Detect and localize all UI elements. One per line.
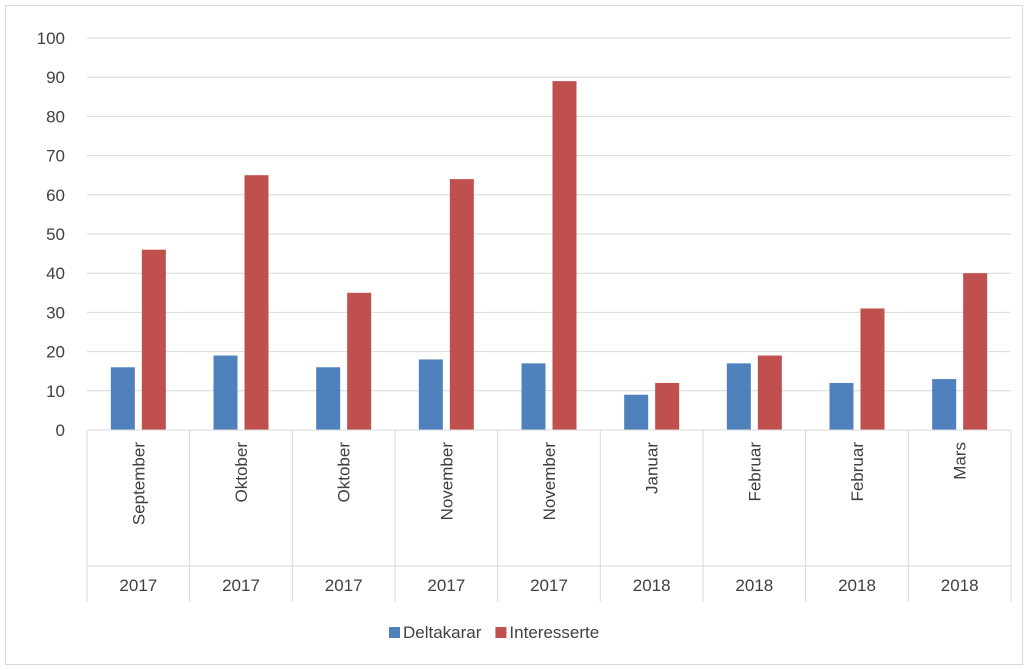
bar-interesserte [347, 292, 372, 430]
y-axis: 0 10 20 30 40 50 60 70 80 90 100 [37, 29, 65, 440]
y-tick-label: 100 [37, 29, 65, 48]
x-tick-label-month: Oktober [232, 442, 251, 503]
x-tick-label-month: Januar [643, 442, 662, 494]
y-tick-label: 30 [46, 303, 65, 322]
x-tick-label-month: November [437, 442, 456, 521]
bar-interesserte [963, 273, 988, 430]
x-tick-label-month: September [129, 442, 148, 525]
y-tick-label: 50 [46, 225, 65, 244]
x-tick-label-year: 2018 [838, 576, 876, 595]
y-tick-label: 10 [46, 382, 65, 401]
y-tick-label: 70 [46, 147, 65, 166]
y-tick-label: 40 [46, 264, 65, 283]
bar-interesserte [655, 382, 680, 430]
legend-swatch-interesserte [495, 627, 507, 638]
x-tick-label-month: Februar [745, 442, 764, 502]
legend: Deltakarar Interesserte [389, 623, 599, 642]
bar-deltakarar [829, 382, 854, 430]
bar-interesserte [244, 175, 269, 430]
bar-interesserte [449, 179, 474, 430]
x-tick-label-year: 2017 [427, 576, 465, 595]
bar-deltakarar [521, 363, 546, 430]
bar-interesserte [141, 249, 166, 430]
bar-deltakarar [316, 367, 341, 430]
x-tick-label-month: Februar [848, 442, 867, 502]
x-tick-label-year: 2017 [325, 576, 363, 595]
y-tick-label: 60 [46, 186, 65, 205]
x-tick-label-year: 2017 [222, 576, 260, 595]
x-tick-label-year: 2017 [530, 576, 568, 595]
bar-deltakarar [110, 367, 135, 430]
x-tick-label-year: 2018 [941, 576, 979, 595]
bars [110, 81, 988, 431]
legend-label-interesserte: Interesserte [509, 623, 599, 642]
bar-interesserte [552, 81, 577, 431]
legend-swatch-deltakarar [389, 627, 400, 638]
x-tick-label-month: Oktober [335, 442, 354, 503]
bar-deltakarar [726, 363, 751, 430]
y-tick-label: 20 [46, 343, 65, 362]
y-tick-label: 0 [56, 421, 65, 440]
x-tick-label-month: Mars [951, 442, 970, 480]
x-tick-label-year: 2018 [633, 576, 671, 595]
x-tick-label-month: November [540, 442, 559, 521]
bar-deltakarar [624, 394, 649, 430]
x-tick-label-year: 2018 [735, 576, 773, 595]
bar-deltakarar [418, 359, 443, 430]
legend-label-deltakarar: Deltakarar [403, 623, 482, 642]
y-tick-label: 90 [46, 68, 65, 87]
x-tick-label-year: 2017 [119, 576, 157, 595]
bar-interesserte [860, 308, 885, 430]
bar-interesserte [757, 355, 782, 430]
bar-deltakarar [213, 355, 238, 430]
chart-frame [5, 5, 1023, 665]
bar-deltakarar [932, 379, 957, 430]
y-tick-label: 80 [46, 107, 65, 126]
x-axis: September 2017 Oktober 2017 Oktober 2017 Novem… [86, 429, 1012, 602]
